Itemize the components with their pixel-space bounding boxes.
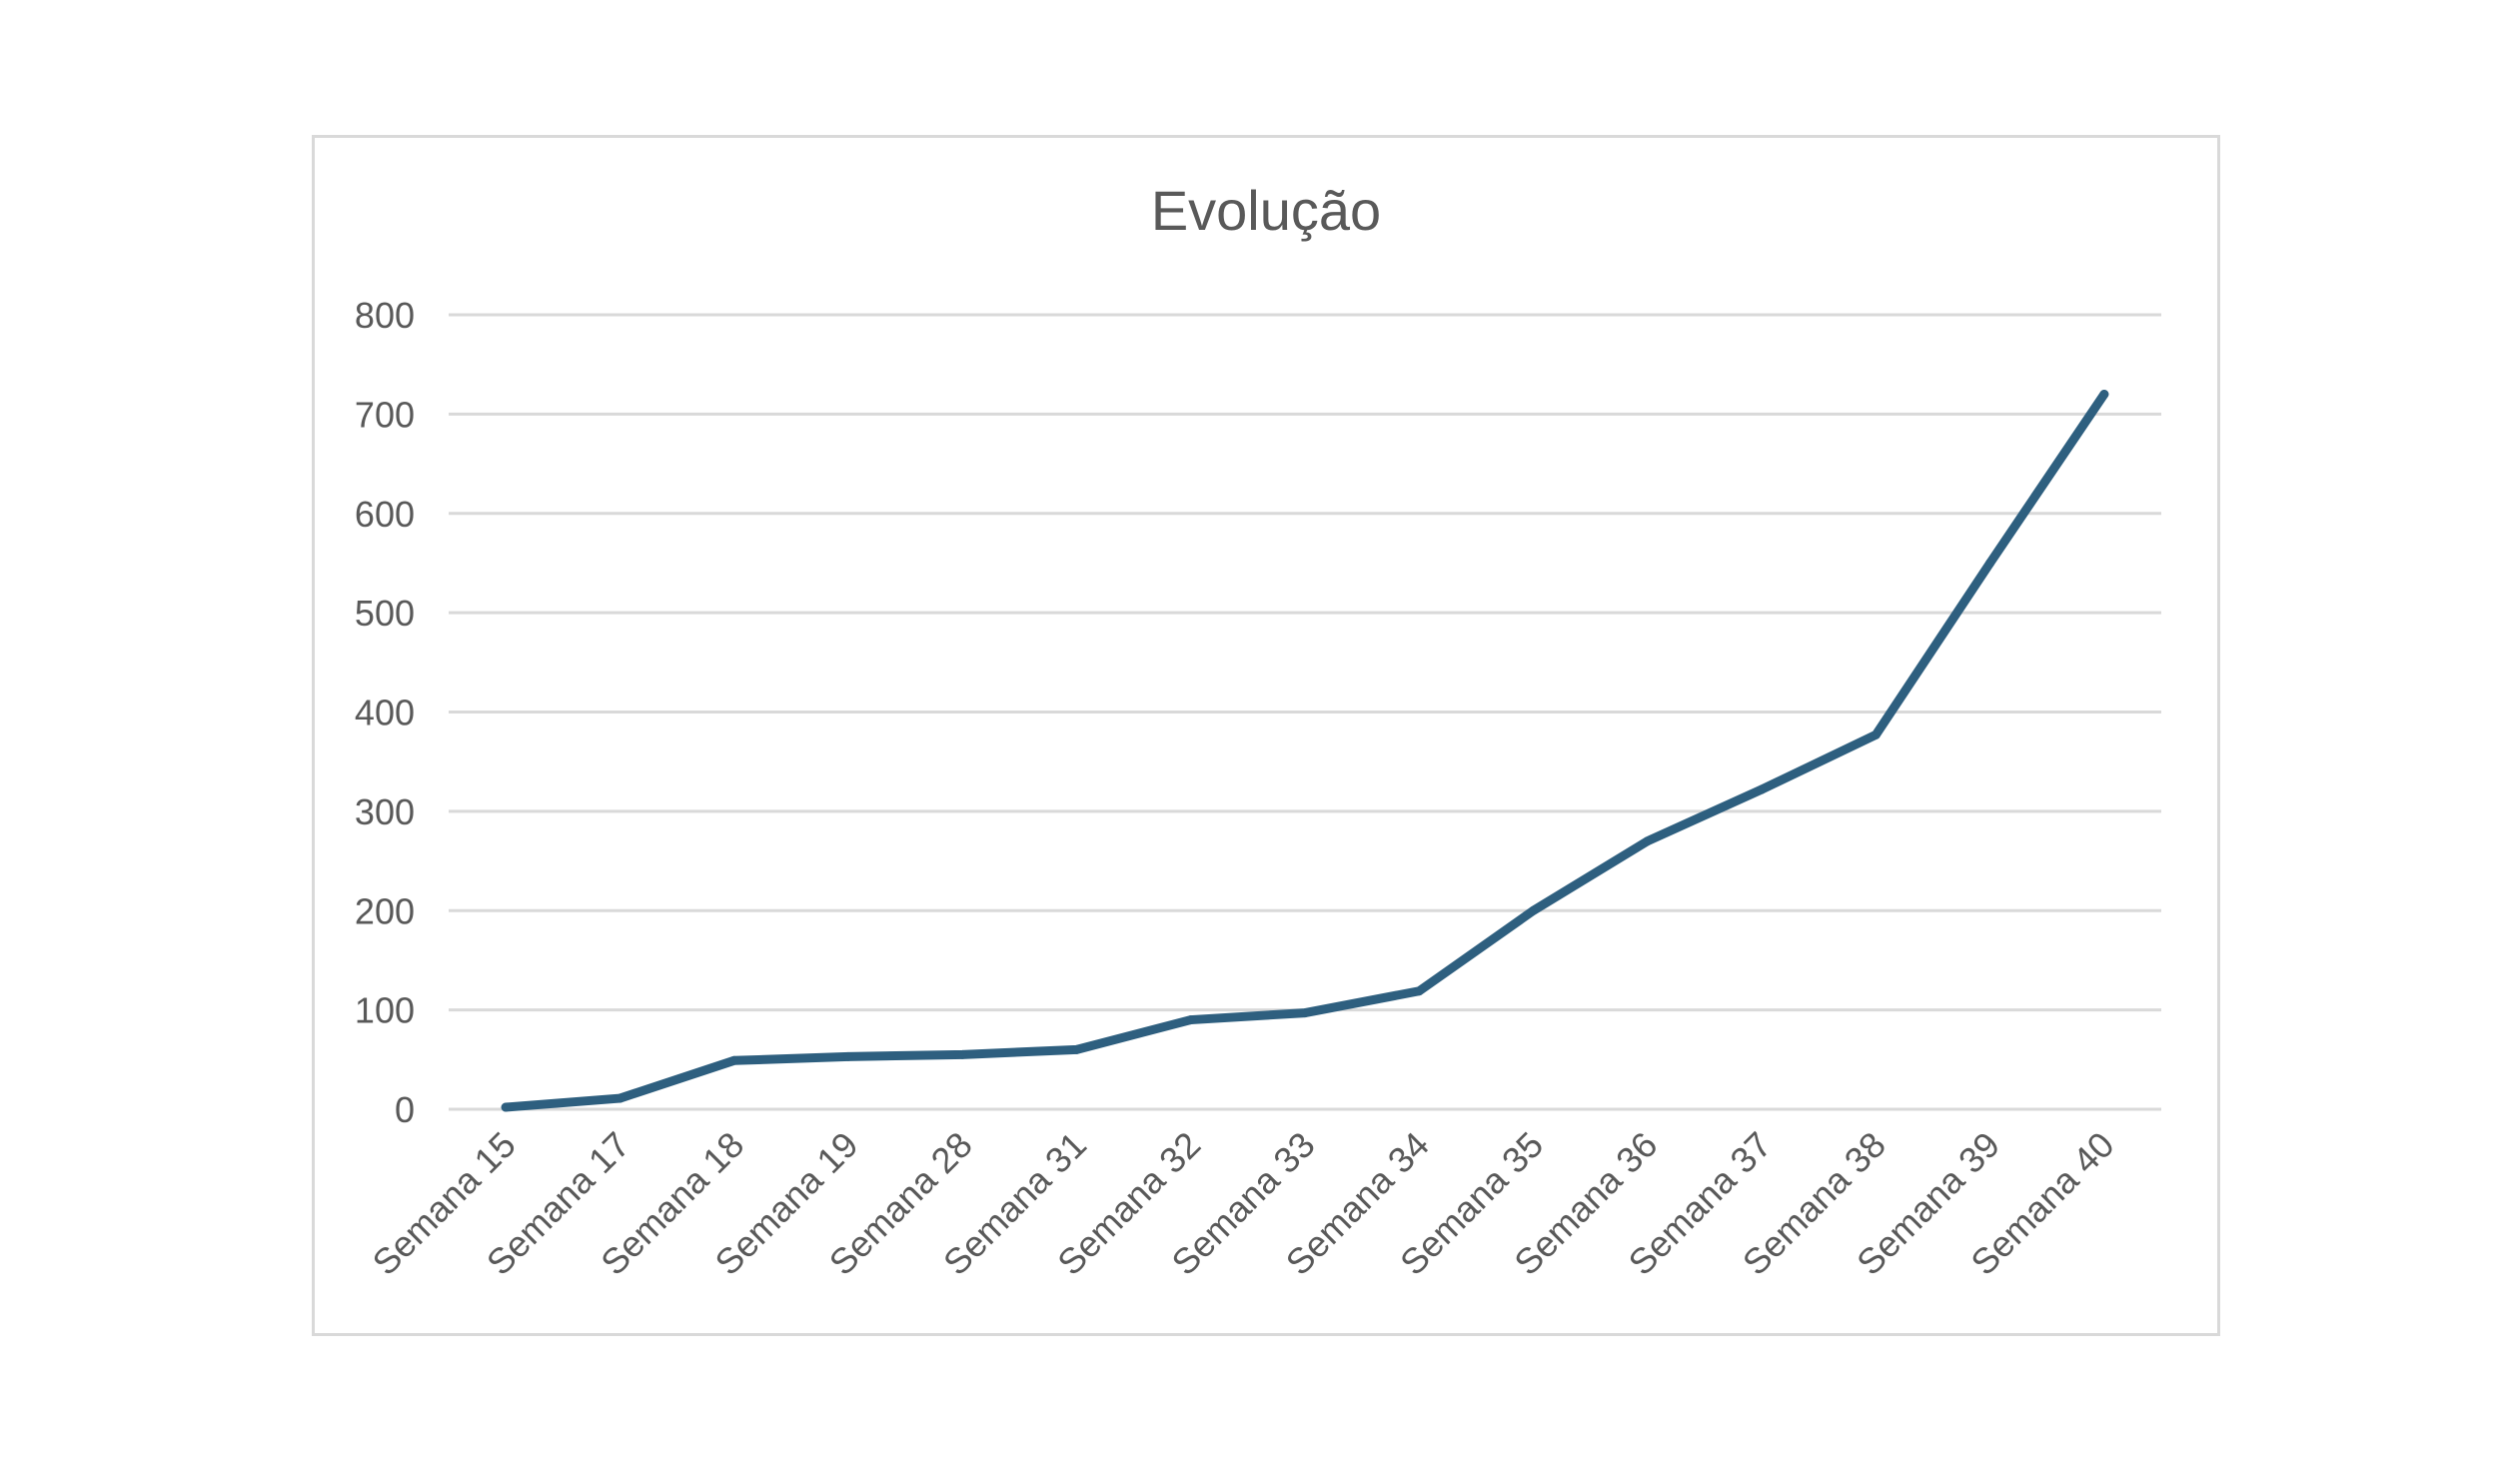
data-point [615, 1093, 625, 1103]
y-tick-label: 100 [355, 990, 415, 1031]
line-chart: Evolução 0 100 200 300 400 500 600 700 800 Seman… [355, 179, 2161, 1283]
data-point [1414, 986, 1424, 996]
chart-title: Evolução [1151, 179, 1381, 242]
chart-area: Evolução 0 100 200 300 400 500 600 700 800 Seman… [312, 135, 2220, 1336]
data-series [501, 390, 2109, 1112]
y-tick-label: 0 [395, 1089, 415, 1130]
data-point [1529, 905, 1539, 915]
y-tick-label: 200 [355, 890, 415, 931]
y-tick-label: 600 [355, 494, 415, 535]
data-point [1186, 1015, 1196, 1025]
y-tick-label: 300 [355, 791, 415, 832]
data-point [1985, 558, 1995, 568]
data-point [2099, 390, 2109, 399]
data-point [1871, 730, 1881, 739]
data-point [1071, 1044, 1081, 1054]
y-tick-label: 500 [355, 593, 415, 634]
y-tick-label: 700 [355, 394, 415, 435]
data-point [1643, 836, 1653, 846]
data-point [843, 1051, 853, 1061]
data-point [1300, 1008, 1310, 1018]
series-line [501, 390, 2109, 1112]
data-point [729, 1055, 739, 1065]
data-point [501, 1102, 511, 1112]
y-tick-label: 400 [355, 693, 415, 733]
gridlines [449, 313, 2161, 1111]
data-point [957, 1049, 967, 1059]
y-axis-tick-labels: 0 100 200 300 400 500 600 700 800 [355, 295, 415, 1130]
y-tick-label: 800 [355, 295, 415, 336]
data-point [1757, 784, 1767, 794]
